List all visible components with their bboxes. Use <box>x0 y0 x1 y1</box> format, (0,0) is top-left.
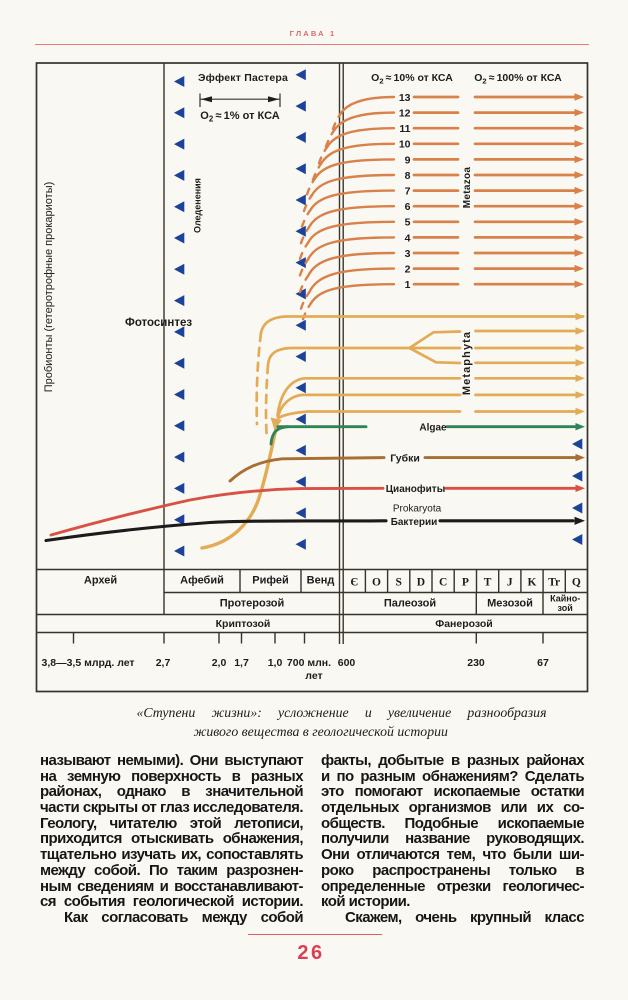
svg-text:Оледенения: Оледенения <box>193 178 203 233</box>
svg-text:11: 11 <box>399 123 410 135</box>
svg-text:O2 ≈ 1% от КСА: O2 ≈ 1% от КСА <box>200 110 279 124</box>
svg-text:Мезозой: Мезозой <box>487 598 533 610</box>
svg-text:13: 13 <box>399 92 411 104</box>
svg-text:Metazoa: Metazoa <box>462 167 473 209</box>
svg-text:12: 12 <box>399 108 411 120</box>
svg-text:D: D <box>417 577 425 589</box>
svg-text:600: 600 <box>338 657 356 669</box>
svg-text:8: 8 <box>405 170 411 182</box>
svg-text:Tr: Tr <box>548 577 560 589</box>
svg-text:Криптозой: Криптозой <box>216 618 271 630</box>
svg-text:9: 9 <box>405 154 411 166</box>
svg-text:Бактерии: Бактерии <box>391 517 438 528</box>
svg-text:Палеозой: Палеозой <box>384 598 436 610</box>
svg-text:Q: Q <box>572 577 581 589</box>
svg-text:Венд: Венд <box>307 575 335 587</box>
svg-text:Prokaryota: Prokaryota <box>393 504 442 515</box>
svg-text:Metaphyta: Metaphyta <box>461 331 473 395</box>
svg-text:67: 67 <box>537 657 549 669</box>
svg-text:Эффект Пастера: Эффект Пастера <box>198 72 288 84</box>
svg-text:J: J <box>507 577 513 589</box>
svg-text:Цианофиты: Цианофиты <box>386 483 446 495</box>
svg-text:Кайно-: Кайно- <box>550 594 580 604</box>
svg-text:1,0: 1,0 <box>268 657 283 669</box>
svg-text:T: T <box>484 577 492 589</box>
svg-text:10: 10 <box>399 139 411 151</box>
svg-text:O: O <box>372 577 381 589</box>
svg-text:Пробионты (гетеротрофные прока: Пробионты (гетеротрофные прокариоты) <box>43 182 55 393</box>
svg-text:Фанерозой: Фанерозой <box>435 618 493 630</box>
svg-text:2,7: 2,7 <box>156 657 171 669</box>
svg-text:Є: Є <box>350 577 358 589</box>
svg-text:P: P <box>462 577 469 589</box>
svg-text:5: 5 <box>405 217 411 229</box>
svg-text:Algae: Algae <box>419 422 447 433</box>
svg-text:7: 7 <box>405 186 411 198</box>
svg-text:Рифей: Рифей <box>252 575 288 587</box>
svg-text:Афебий: Афебий <box>180 575 224 587</box>
svg-text:3: 3 <box>405 248 411 260</box>
svg-text:1,7: 1,7 <box>234 657 249 669</box>
svg-text:Фотосинтез: Фотосинтез <box>125 317 192 329</box>
svg-text:Архей: Архей <box>84 575 117 587</box>
svg-text:2,0: 2,0 <box>212 657 227 669</box>
svg-text:C: C <box>439 577 447 589</box>
svg-text:6: 6 <box>405 201 411 213</box>
svg-text:K: K <box>528 577 537 589</box>
svg-text:Протерозой: Протерозой <box>220 598 285 610</box>
svg-text:2: 2 <box>405 264 411 276</box>
svg-text:Губки: Губки <box>390 452 420 464</box>
svg-text:1: 1 <box>405 279 411 291</box>
svg-text:O2 ≈ 100% от КСА: O2 ≈ 100% от КСА <box>474 72 562 86</box>
svg-text:4: 4 <box>405 232 411 244</box>
svg-text:3,8—3,5 млрд. лет: 3,8—3,5 млрд. лет <box>42 657 135 669</box>
svg-text:230: 230 <box>467 657 485 669</box>
svg-text:S: S <box>395 577 401 589</box>
svg-text:O2 ≈ 10% от КСА: O2 ≈ 10% от КСА <box>371 72 453 86</box>
svg-text:зой: зой <box>558 603 573 613</box>
svg-text:700 млн.: 700 млн. <box>287 657 331 669</box>
svg-text:лет: лет <box>305 670 322 682</box>
